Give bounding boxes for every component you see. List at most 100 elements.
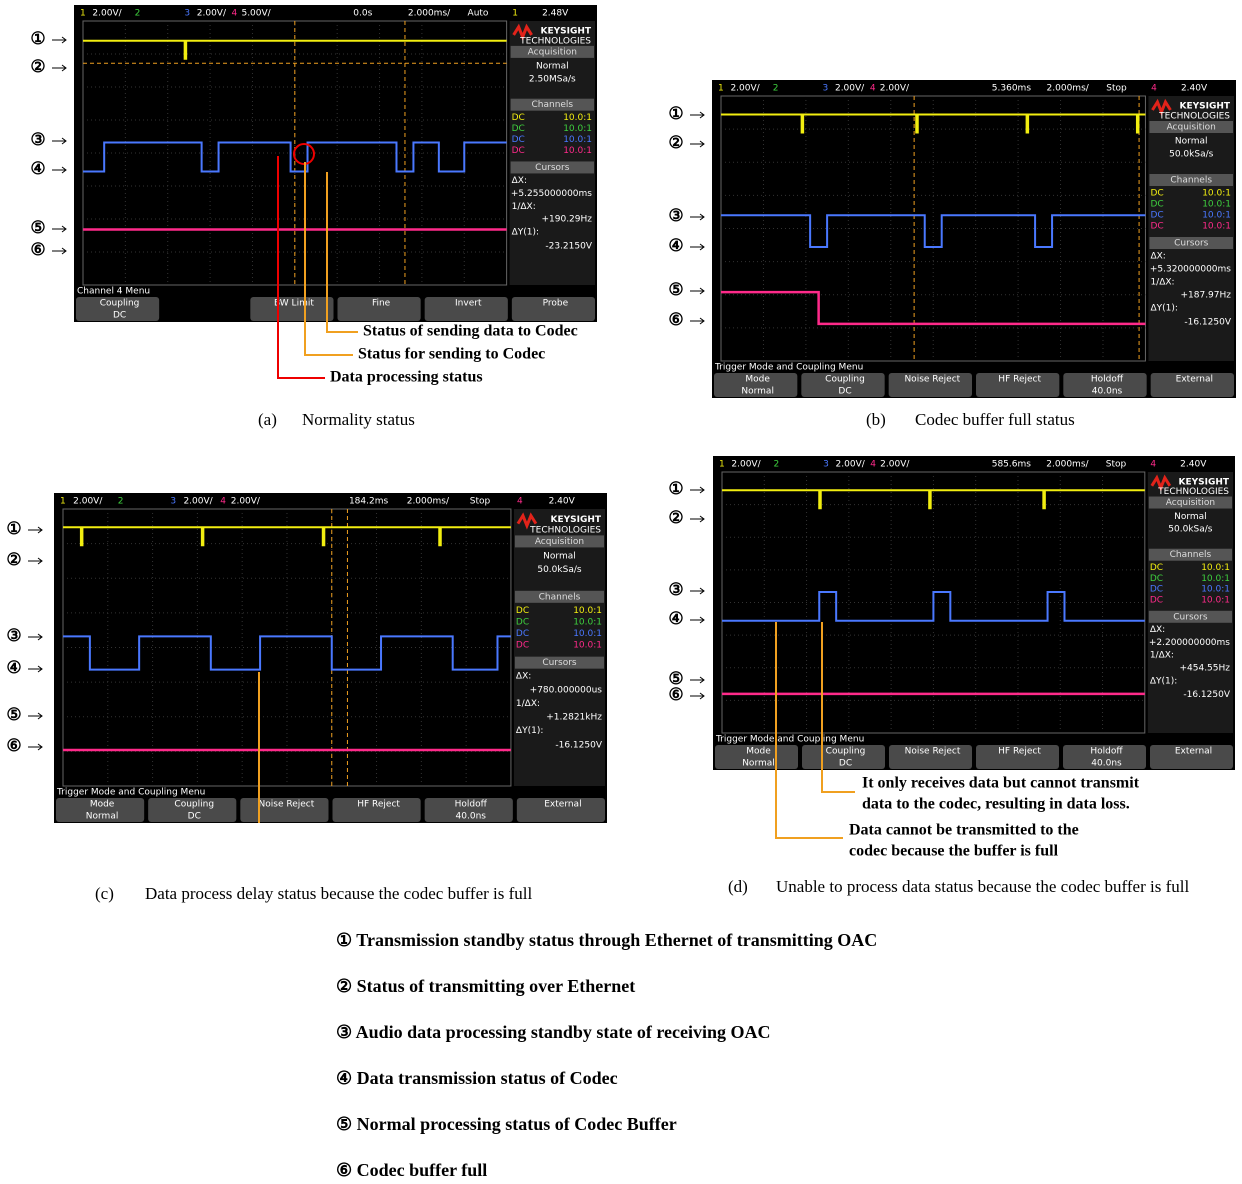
section-title: Channels: [1170, 550, 1212, 560]
menu-title: Trigger Mode and Coupling Menu: [56, 788, 205, 798]
marker: ①: [668, 479, 683, 498]
status-text: 2: [118, 497, 124, 507]
marker: ①: [6, 519, 21, 538]
marker: ⑥: [6, 736, 21, 755]
softkey-label: Invert: [455, 299, 482, 309]
caption: Normality status: [302, 410, 415, 429]
marker: ⑥: [668, 685, 683, 704]
softkey-value: DC: [188, 812, 201, 822]
side-text: ΔY(1):: [1150, 676, 1177, 686]
marker: ①: [30, 29, 45, 48]
softkey-label: Noise Reject: [905, 747, 961, 757]
brand: KEYSIGHT: [550, 515, 601, 525]
side-text: 1/ΔX:: [1150, 651, 1174, 661]
softkey-label: Holdoff: [455, 800, 488, 810]
side-text: ΔX:: [512, 176, 527, 186]
side-text: DC: [1150, 189, 1163, 199]
section-title: Acquisition: [1167, 123, 1216, 133]
side-text: DC: [512, 124, 525, 134]
side-text: 10.0:1: [573, 640, 602, 650]
caption-label: (c): [95, 884, 114, 903]
marker: ④: [668, 609, 683, 628]
marker-arrow: [690, 141, 704, 147]
status-text: 3: [170, 497, 176, 507]
side-text: Normal: [543, 552, 576, 562]
section-title: Channels: [1170, 176, 1212, 186]
brand: KEYSIGHT: [1178, 477, 1229, 487]
section-title: Cursors: [535, 163, 570, 173]
side-text: 10.0:1: [1202, 211, 1231, 221]
softkey-label: External: [1175, 747, 1212, 757]
section-title: Cursors: [1174, 239, 1209, 249]
side-text: ΔY(1):: [512, 228, 539, 238]
marker: ③: [6, 626, 21, 645]
marker: ②: [668, 508, 683, 527]
oscilloscope: 12.00V/232.00V/42.00V/5.360ms2.000ms/Sto…: [712, 80, 1236, 398]
softkey-value: Normal: [742, 759, 775, 769]
status-text: 2.00V/: [731, 460, 761, 470]
brand-sub: TECHNOLOGIES: [529, 525, 601, 535]
brand-sub: TECHNOLOGIES: [1158, 112, 1230, 122]
marker-arrow: [28, 713, 42, 719]
marker: ④: [6, 658, 21, 677]
status-text: 2: [774, 460, 780, 470]
caption-label: (d): [728, 877, 748, 896]
status-text: 1: [60, 497, 66, 507]
marker-arrow: [690, 617, 704, 623]
side-text: -16.1250V: [1183, 690, 1230, 700]
side-text: 1/ΔX:: [512, 202, 536, 212]
status-text: 2.00V/: [880, 84, 910, 94]
status-text: 2.000ms/: [1047, 84, 1090, 94]
oscilloscope: 12.00V/232.00V/42.00V/585.6ms2.000ms/Sto…: [713, 456, 1235, 770]
softkey-label: Mode: [90, 800, 115, 810]
marker: ⑤: [668, 280, 683, 299]
annotation: codec because the buffer is full: [849, 843, 1059, 860]
marker-arrow: [52, 226, 66, 232]
status-text: 0.0s: [353, 9, 372, 19]
softkey-label: Fine: [372, 299, 391, 309]
marker: ③: [30, 130, 45, 149]
section-title: Channels: [539, 592, 581, 602]
section-title: Acquisition: [535, 537, 584, 547]
status-text: 1: [80, 9, 86, 19]
side-text: 10.0:1: [573, 629, 602, 639]
marker-arrow: [28, 634, 42, 640]
side-text: ΔY(1):: [1150, 304, 1177, 314]
legend-item: ⑤ Normal processing status of Codec Buff…: [336, 1114, 677, 1134]
caption: Unable to process data status because th…: [776, 877, 1189, 896]
caption-label: (a): [258, 410, 277, 429]
side-text: -16.1250V: [1184, 318, 1231, 328]
softkey-label: HF Reject: [998, 747, 1041, 757]
side-text: +5.320000000ms: [1150, 265, 1231, 275]
softkey-label: Mode: [745, 375, 770, 385]
side-text: ΔY(1):: [516, 726, 543, 736]
status-text: 2.000ms/: [408, 9, 451, 19]
marker: ③: [668, 580, 683, 599]
status-text: 1: [719, 460, 725, 470]
side-text: Normal: [1175, 137, 1208, 147]
side-text: 10.0:1: [573, 617, 602, 627]
side-text: 2.50MSa/s: [529, 74, 576, 84]
softkey-label: Coupling: [826, 747, 866, 757]
softkey-value: Normal: [741, 387, 774, 397]
status-text: 3: [823, 84, 829, 94]
status-text: 2.00V/: [231, 497, 261, 507]
side-text: 10.0:1: [1201, 596, 1230, 606]
side-text: DC: [512, 135, 525, 145]
side-text: DC: [1150, 585, 1163, 595]
status-text: 2: [773, 84, 779, 94]
status-text: 585.6ms: [992, 460, 1032, 470]
status-text: 2.00V/: [92, 9, 122, 19]
status-text: 2.00V/: [730, 84, 760, 94]
legend-item: ② Status of transmitting over Ethernet: [336, 976, 635, 996]
brand: KEYSIGHT: [540, 26, 591, 36]
side-text: DC: [516, 629, 529, 639]
status-text: 5.00V/: [241, 9, 271, 19]
softkey-label: Coupling: [100, 299, 140, 309]
annotation: Data processing status: [330, 369, 483, 386]
status-text: Auto: [468, 9, 489, 19]
marker-arrow: [690, 588, 704, 594]
side-text: +5.255000000ms: [511, 189, 592, 199]
side-text: 10.0:1: [1201, 574, 1230, 584]
side-text: 1/ΔX:: [1150, 278, 1174, 288]
